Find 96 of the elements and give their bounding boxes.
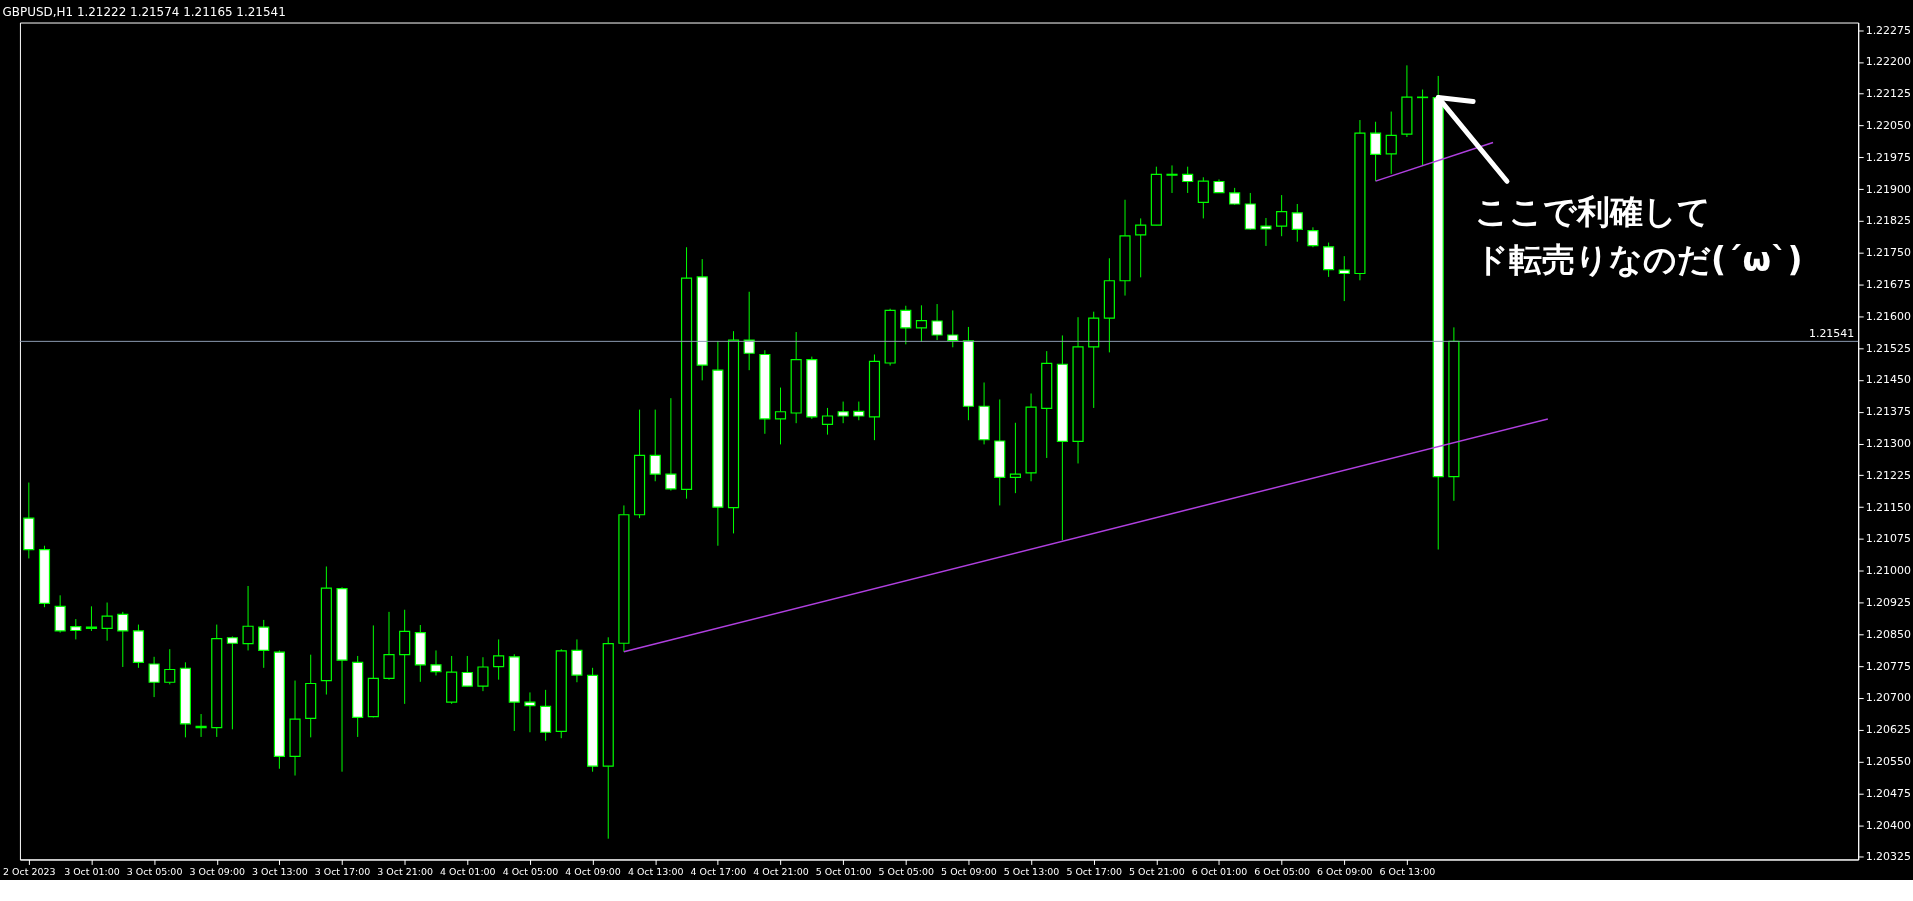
x-tick-label: 4 Oct 21:00 <box>753 865 809 877</box>
x-tick-label: 3 Oct 13:00 <box>252 865 308 877</box>
x-tick-label: 6 Oct 13:00 <box>1379 865 1436 877</box>
candlestick <box>853 401 865 421</box>
y-tick-label: 1.21600 <box>1865 309 1911 323</box>
candlestick <box>117 611 129 668</box>
candlestick <box>1276 194 1288 237</box>
x-tick-label: 6 Oct 01:00 <box>1191 865 1248 877</box>
candlestick <box>258 619 270 669</box>
y-tick-label: 1.22125 <box>1865 87 1911 101</box>
y-tick-label: 1.20700 <box>1865 691 1911 705</box>
x-tick-label: 3 Oct 17:00 <box>314 865 371 877</box>
x-tick-label: 3 Oct 01:00 <box>64 865 120 877</box>
candlestick <box>70 618 82 640</box>
y-tick-label: 1.21900 <box>1865 182 1911 196</box>
y-tick-label: 1.20625 <box>1865 723 1911 737</box>
candlestick <box>461 655 473 687</box>
candlestick <box>1291 203 1303 243</box>
candlestick <box>1338 255 1350 302</box>
y-tick-label: 1.22050 <box>1865 119 1911 133</box>
x-tick-label: 3 Oct 21:00 <box>377 865 433 877</box>
y-tick-label: 1.21225 <box>1865 468 1911 482</box>
y-tick-label: 1.21450 <box>1865 373 1911 387</box>
candlestick <box>1260 217 1272 247</box>
candlestick <box>493 638 505 681</box>
y-tick-label: 1.21750 <box>1865 246 1911 260</box>
candlestick <box>524 691 536 733</box>
x-tick-label: 4 Oct 05:00 <box>502 865 559 877</box>
y-tick-label: 1.21000 <box>1865 564 1911 578</box>
candlestick <box>383 611 395 681</box>
x-tick-label: 6 Oct 09:00 <box>1316 865 1373 877</box>
y-tick-label: 1.20325 <box>1865 850 1911 864</box>
candlestick <box>931 303 943 341</box>
x-tick-label: 4 Oct 09:00 <box>565 865 621 877</box>
candlestick <box>1197 176 1209 219</box>
candlestick <box>1385 111 1397 175</box>
candlestick <box>399 609 411 705</box>
candlestick <box>1370 121 1382 182</box>
candlestick <box>430 649 442 676</box>
candlestick <box>1135 217 1147 278</box>
candlestick <box>837 401 849 424</box>
ref-line-label: 1.21541 <box>1808 327 1855 341</box>
y-tick-label: 1.21825 <box>1865 214 1911 228</box>
x-tick-label: 5 Oct 13:00 <box>1003 865 1060 877</box>
candlestick <box>226 635 238 730</box>
y-tick-label: 1.21075 <box>1865 532 1911 546</box>
x-tick-label: 4 Oct 17:00 <box>690 865 747 877</box>
candlestick <box>1009 422 1021 494</box>
y-tick-label: 1.20400 <box>1865 818 1911 832</box>
y-tick-label: 1.20550 <box>1865 755 1911 769</box>
y-tick-label: 1.20925 <box>1865 596 1911 610</box>
x-tick-label: 3 Oct 05:00 <box>126 865 183 877</box>
annotation: ここで利確して <box>1475 192 1712 232</box>
x-tick-label: 2 Oct 2023 <box>3 865 56 877</box>
y-tick-label: 1.21975 <box>1865 150 1911 164</box>
x-tick-label: 5 Oct 05:00 <box>878 865 935 877</box>
y-tick-label: 1.21300 <box>1865 437 1911 451</box>
candlestick <box>821 407 834 436</box>
candlestick <box>164 648 176 685</box>
candlestick <box>148 656 160 698</box>
y-tick-label: 1.21525 <box>1865 341 1911 355</box>
y-tick-label: 1.20475 <box>1865 786 1911 800</box>
candlestick <box>900 305 912 345</box>
y-tick-label: 1.20775 <box>1865 659 1911 673</box>
candlestick <box>242 585 254 651</box>
candlestick <box>947 309 959 348</box>
x-tick-label: 5 Oct 17:00 <box>1066 865 1123 877</box>
candlestick <box>774 387 787 445</box>
x-tick-label: 5 Oct 09:00 <box>941 865 997 877</box>
y-tick-label: 1.22200 <box>1865 55 1911 69</box>
x-tick-label: 4 Oct 01:00 <box>439 865 496 877</box>
x-tick-label: 5 Oct 21:00 <box>1129 865 1185 877</box>
y-tick-label: 1.21675 <box>1865 278 1911 292</box>
chart-title: GBPUSD,H1 1.21222 1.21574 1.21165 1.21541 <box>2 4 286 19</box>
y-tick-label: 1.21150 <box>1865 500 1911 514</box>
candlestick <box>101 602 113 642</box>
x-tick-label: 5 Oct 01:00 <box>815 865 872 877</box>
candlestick <box>477 656 489 692</box>
annotation: ド転売りなのだ(´ω`) <box>1475 239 1803 279</box>
candlestick <box>649 409 661 482</box>
x-tick-label: 4 Oct 13:00 <box>627 865 684 877</box>
candlestick <box>915 304 928 343</box>
candlestick <box>1166 164 1178 194</box>
candlestick <box>1416 89 1429 167</box>
candlestick <box>195 713 207 738</box>
x-tick-label: 3 Oct 09:00 <box>189 865 246 877</box>
candlestick <box>1323 242 1335 278</box>
candlestick <box>85 605 98 632</box>
y-tick-label: 1.22275 <box>1865 23 1911 37</box>
y-tick-label: 1.20850 <box>1865 627 1911 641</box>
x-tick-label: 6 Oct 05:00 <box>1254 865 1310 877</box>
candlestick <box>1182 166 1194 194</box>
candlestick <box>665 397 677 492</box>
y-tick-label: 1.21375 <box>1865 405 1911 419</box>
candlestick <box>743 291 755 371</box>
candlestick <box>1307 226 1319 248</box>
